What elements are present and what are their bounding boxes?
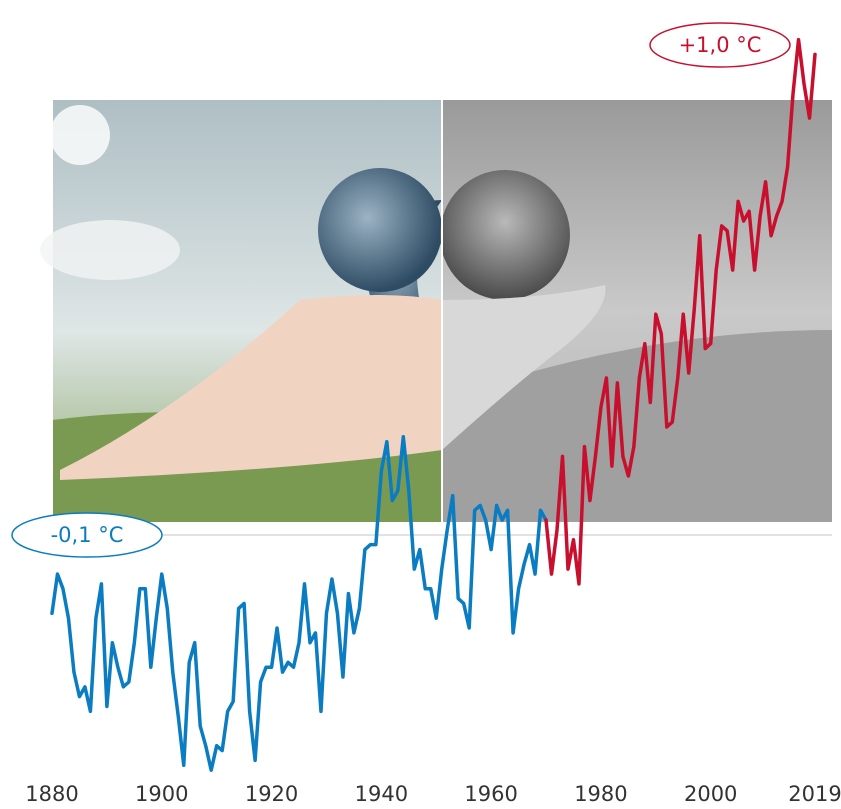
annotation-bubble xyxy=(649,22,791,68)
x-tick-label: 1900 xyxy=(135,782,188,806)
line-series xyxy=(544,37,817,586)
x-tick-label: 1960 xyxy=(464,782,517,806)
annotation: -0,1 °C xyxy=(51,523,124,547)
x-tick-label: 1880 xyxy=(25,782,78,806)
x-tick-label: 1920 xyxy=(245,782,298,806)
annotation: +1,0 °C xyxy=(679,33,762,57)
x-tick-label: 1980 xyxy=(574,782,627,806)
x-tick-label: 1940 xyxy=(355,782,408,806)
x-tick-label: 2019 xyxy=(788,782,841,806)
line-series xyxy=(50,435,548,772)
annotation-bubble xyxy=(11,512,163,558)
x-tick-label: 2000 xyxy=(684,782,737,806)
